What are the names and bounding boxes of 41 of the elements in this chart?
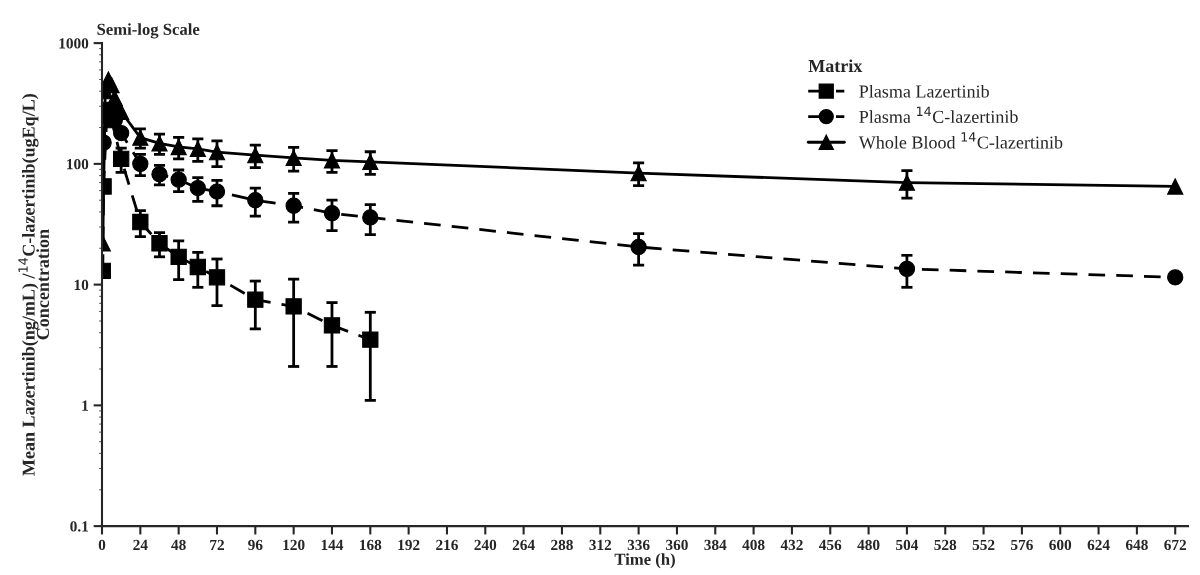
x-tick-label: 360	[666, 539, 688, 551]
y-tick-label: 0.1	[70, 521, 89, 532]
x-tick-label: 624	[1087, 539, 1110, 551]
x-tick-label: 672	[1164, 539, 1187, 551]
y-tick-label: 10	[74, 279, 89, 291]
x-tick-label: 432	[780, 539, 803, 551]
x-tick-label: 576	[1011, 539, 1033, 551]
x-tick-label: 0	[98, 539, 106, 551]
x-tick-label: 216	[436, 539, 458, 551]
x-tick-label: 336	[627, 539, 650, 551]
x-tick-label: 600	[1049, 539, 1072, 551]
x-tick-label: 384	[704, 539, 727, 551]
legend-label: Whole Blood $^{14}$C-lazertinib	[858, 132, 1063, 149]
x-tick-label: 408	[742, 539, 765, 551]
y-tick-label: 1000	[59, 38, 89, 49]
legend-title: Matrix	[808, 59, 863, 73]
x-tick-label: 528	[934, 539, 957, 551]
x-tick-label: 120	[283, 539, 305, 551]
x-tick-label: 24	[133, 539, 148, 550]
x-tick-label: 288	[551, 539, 573, 551]
x-tick-label: 144	[321, 539, 344, 550]
x-tick-label: 72	[210, 539, 224, 550]
x-tick-label: 480	[857, 539, 880, 551]
legend-label: Plasma Lazertinib	[859, 84, 989, 98]
legend-label: Plasma $^{14}$C-lazertinib	[859, 106, 1018, 123]
x-tick-label: 648	[1125, 539, 1148, 551]
x-tick-label: 240	[474, 539, 497, 551]
x-tick-label: 192	[398, 539, 420, 551]
x-tick-label: 48	[171, 539, 186, 551]
x-tick-label: 552	[972, 539, 995, 551]
x-tick-label: 96	[248, 539, 263, 551]
x-tick-label: 504	[896, 539, 919, 551]
x-axis-title: Time (h)	[614, 553, 675, 569]
x-tick-label: 456	[819, 539, 842, 551]
x-tick-label: 168	[360, 539, 382, 551]
x-tick-label: 264	[512, 539, 535, 551]
y-tick-label: 1	[82, 400, 89, 411]
x-tick-label: 312	[589, 539, 612, 551]
y-tick-label: 100	[67, 159, 89, 170]
chart-title: Semi-log Scale	[97, 23, 200, 39]
y-axis-title: Mean Lazertinib(ng/mL) /$^{14}$C-lazertinib(ugEq/L) Concentration	[18, 94, 50, 476]
